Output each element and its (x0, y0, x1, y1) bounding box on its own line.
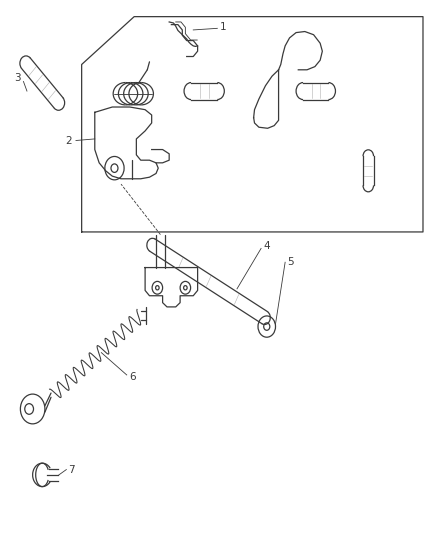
Text: 6: 6 (129, 372, 135, 382)
Text: 5: 5 (287, 257, 293, 267)
Text: 3: 3 (14, 73, 21, 83)
Text: 4: 4 (263, 241, 269, 251)
Text: 1: 1 (219, 22, 226, 33)
Text: 2: 2 (65, 135, 72, 146)
Text: 7: 7 (68, 465, 75, 474)
